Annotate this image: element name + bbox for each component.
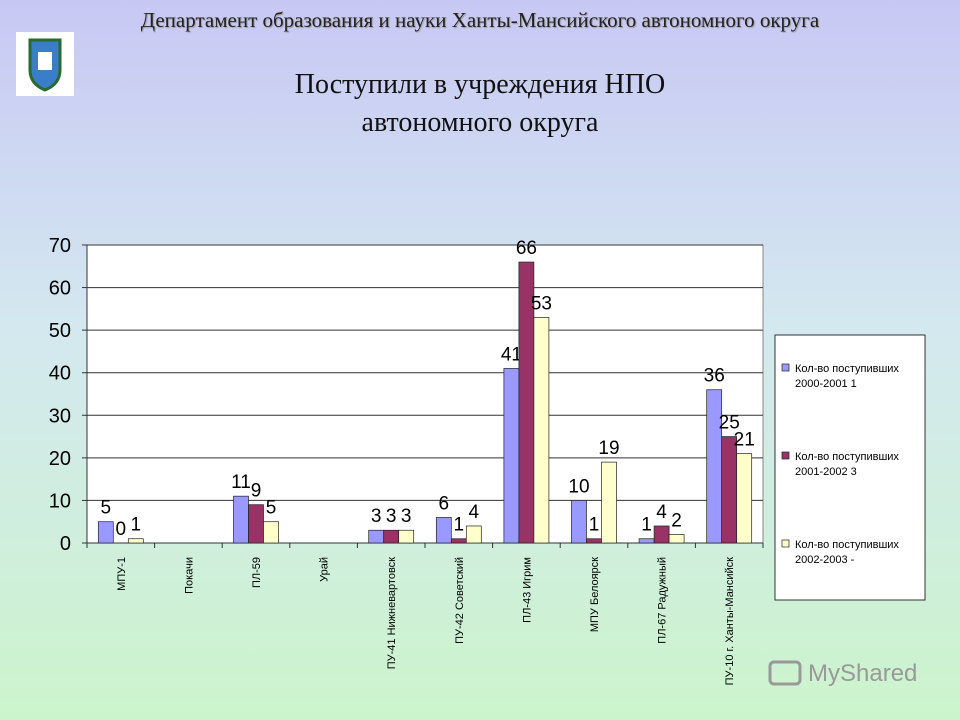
bar [653, 525, 670, 544]
data-label: 3 [371, 506, 382, 527]
header: Департамент образования и науки Ханты-Ма… [140, 8, 820, 32]
watermark-icon [768, 660, 802, 686]
data-label: 53 [531, 293, 552, 314]
bar [368, 529, 385, 544]
data-label: 4 [469, 502, 480, 523]
data-label: 25 [719, 413, 740, 434]
bar [503, 368, 520, 544]
x-tick-label: МПУ-1 [116, 557, 128, 591]
data-label: 21 [734, 430, 755, 451]
data-label: 19 [598, 438, 619, 459]
legend-swatch [781, 363, 790, 372]
bar [248, 504, 264, 544]
logo [16, 32, 74, 96]
x-tick-label: ПУ-42 Советский [454, 557, 466, 644]
bar [638, 538, 655, 544]
x-tick-label: ПЛ-67 Радужный [657, 557, 669, 644]
bar [736, 453, 753, 544]
x-tick-label: ПУ-10 г. Ханты-Мансийск [724, 557, 736, 686]
bar [383, 529, 400, 544]
legend [774, 334, 926, 601]
data-label: 1 [641, 515, 652, 536]
data-label: 5 [266, 498, 277, 519]
y-tick-label: 0 [60, 533, 71, 555]
bar [435, 517, 452, 544]
bar [668, 534, 685, 544]
bar [601, 461, 617, 544]
y-tick-label: 50 [49, 320, 71, 342]
x-tick-label: ПУ-41 Нижневартовск [386, 557, 398, 669]
x-tick-label: Покачи [183, 557, 195, 594]
data-label: 3 [386, 506, 397, 527]
bar [398, 529, 415, 544]
data-label: 66 [516, 238, 537, 259]
data-label: 4 [656, 502, 667, 523]
data-label: 1 [131, 515, 142, 536]
x-tick-label: МПУ Белоярск [589, 557, 601, 632]
data-label: 1 [589, 515, 600, 536]
data-label: 41 [501, 344, 522, 365]
data-label: 2 [671, 510, 682, 531]
bar [450, 538, 467, 544]
bar [233, 495, 249, 544]
data-label: 36 [704, 366, 725, 387]
chart-title: Поступили в учреждения НПО автономного о… [294, 69, 666, 138]
x-tick-label: ПЛ-43 Игрим [521, 557, 533, 623]
data-label: 3 [401, 506, 412, 527]
data-label: 6 [439, 493, 450, 514]
y-tick-label: 30 [49, 405, 71, 427]
plot-area [86, 244, 764, 544]
legend-swatch [781, 539, 790, 548]
data-label: 11 [231, 472, 251, 493]
y-tick-label: 40 [49, 363, 71, 385]
data-label: 1 [454, 515, 465, 536]
x-tick-label: ПЛ-59 [251, 557, 263, 588]
bar [465, 525, 482, 544]
x-tick-label: Урай [319, 557, 331, 582]
y-tick-label: 70 [49, 235, 71, 257]
bar [586, 538, 602, 544]
y-tick-label: 60 [49, 278, 71, 300]
bar [97, 521, 114, 544]
y-tick-label: 10 [49, 490, 71, 512]
data-label: 9 [251, 481, 262, 502]
bar [127, 538, 144, 544]
data-label: 0 [116, 519, 127, 540]
data-label: 5 [101, 498, 112, 519]
watermark: MyShared [808, 660, 918, 687]
bar [263, 521, 279, 544]
legend-label: Кол-во поступивших 2002-2003 - [795, 539, 899, 566]
bar [721, 436, 738, 544]
bar [533, 317, 550, 544]
bar [571, 500, 587, 544]
y-tick-label: 20 [49, 448, 71, 470]
legend-label: Кол-во поступивших 2001-2002 3 [795, 451, 899, 478]
legend-label: Кол-во поступивших 2000-2001 1 [795, 363, 899, 390]
data-label: 10 [568, 476, 589, 497]
legend-swatch [781, 451, 790, 460]
